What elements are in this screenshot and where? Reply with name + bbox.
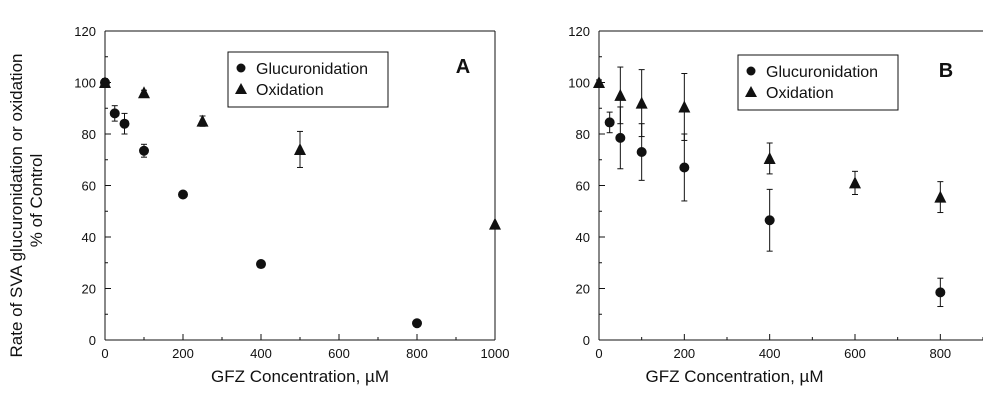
legend-box — [737, 54, 899, 111]
x-tick-label: 200 — [673, 346, 695, 361]
oxidation-point — [849, 176, 861, 189]
y-tick-label: 120 — [568, 24, 590, 39]
legend-label: Oxidation — [766, 85, 834, 102]
oxidation-point — [763, 151, 776, 164]
y-tick-label: 80 — [576, 127, 590, 142]
x-tick-label: 800 — [406, 346, 428, 361]
x-axis-title: GFZ Concentration, µM — [211, 367, 389, 386]
legend-label: Oxidation — [256, 82, 324, 99]
x-tick-label: 1000 — [481, 346, 510, 361]
x-tick-label: 600 — [328, 346, 350, 361]
y-tick-label: 20 — [82, 282, 96, 297]
x-tick-label: 0 — [595, 346, 602, 361]
panel-letter: A — [456, 56, 470, 78]
glucuronidation-point — [109, 108, 120, 119]
oxidation-point — [196, 114, 209, 127]
glucuronidation-point — [636, 147, 647, 158]
oxidation-point — [99, 76, 111, 88]
y-tick-label: 40 — [82, 230, 96, 245]
oxidation-point — [614, 88, 627, 101]
x-tick-label: 0 — [101, 346, 108, 361]
y-tick-label: 0 — [583, 333, 590, 348]
x-tick-label: 800 — [929, 346, 951, 361]
panel-letter: B — [939, 60, 953, 82]
panel-b-chart: 0 20 40 60 80 100 120 0 200 400 600 800 GFZ Concentr… — [568, 24, 983, 386]
panel-a-chart: 0 20 40 60 80 100 120 0 200 400 600 800 1000 GFZ Conc… — [7, 24, 509, 386]
legend-triangle-icon — [745, 86, 757, 97]
y-tick-label: 60 — [576, 179, 590, 194]
x-tick-label: 600 — [844, 346, 866, 361]
y-axis-title-line-2: % of Control — [27, 154, 46, 248]
legend-circle-icon — [236, 63, 246, 73]
glucuronidation-point — [178, 189, 188, 200]
y-axis-title-line-1: Rate of SVA glucuronidation or oxidation — [7, 54, 26, 358]
oxidation-point — [934, 190, 947, 203]
glucuronidation-point — [615, 132, 626, 143]
legend-label: Glucuronidation — [256, 61, 368, 78]
glucuronidation-point — [412, 318, 422, 329]
x-tick-label: 400 — [250, 346, 272, 361]
y-tick-label: 20 — [576, 282, 590, 297]
legend-box — [227, 51, 389, 108]
glucuronidation-point — [764, 215, 775, 226]
y-tick-label: 100 — [74, 76, 96, 91]
glucuronidation-point — [256, 259, 266, 270]
y-tick-label: 40 — [576, 230, 590, 245]
legend-label: Glucuronidation — [766, 64, 878, 81]
y-tick-label: 0 — [89, 333, 96, 348]
oxidation-point — [489, 217, 501, 230]
glucuronidation-point — [119, 118, 130, 129]
oxidation-point — [678, 100, 691, 113]
glucuronidation-point — [604, 117, 615, 128]
glucuronidation-point — [935, 287, 946, 298]
legend-circle-icon — [746, 66, 756, 76]
x-tick-label: 200 — [172, 346, 194, 361]
glucuronidation-point — [139, 145, 149, 156]
glucuronidation-point — [679, 162, 690, 173]
x-tick-label: 400 — [759, 346, 781, 361]
oxidation-point — [593, 76, 605, 88]
legend-triangle-icon — [235, 83, 247, 94]
oxidation-point — [138, 86, 150, 99]
y-tick-label: 80 — [82, 127, 96, 142]
y-tick-label: 100 — [568, 76, 590, 91]
y-tick-label: 120 — [74, 24, 96, 39]
y-tick-label: 60 — [82, 179, 96, 194]
oxidation-point — [635, 96, 648, 109]
oxidation-point — [294, 142, 306, 155]
x-axis-title: GFZ Concentration, µM — [646, 367, 824, 386]
